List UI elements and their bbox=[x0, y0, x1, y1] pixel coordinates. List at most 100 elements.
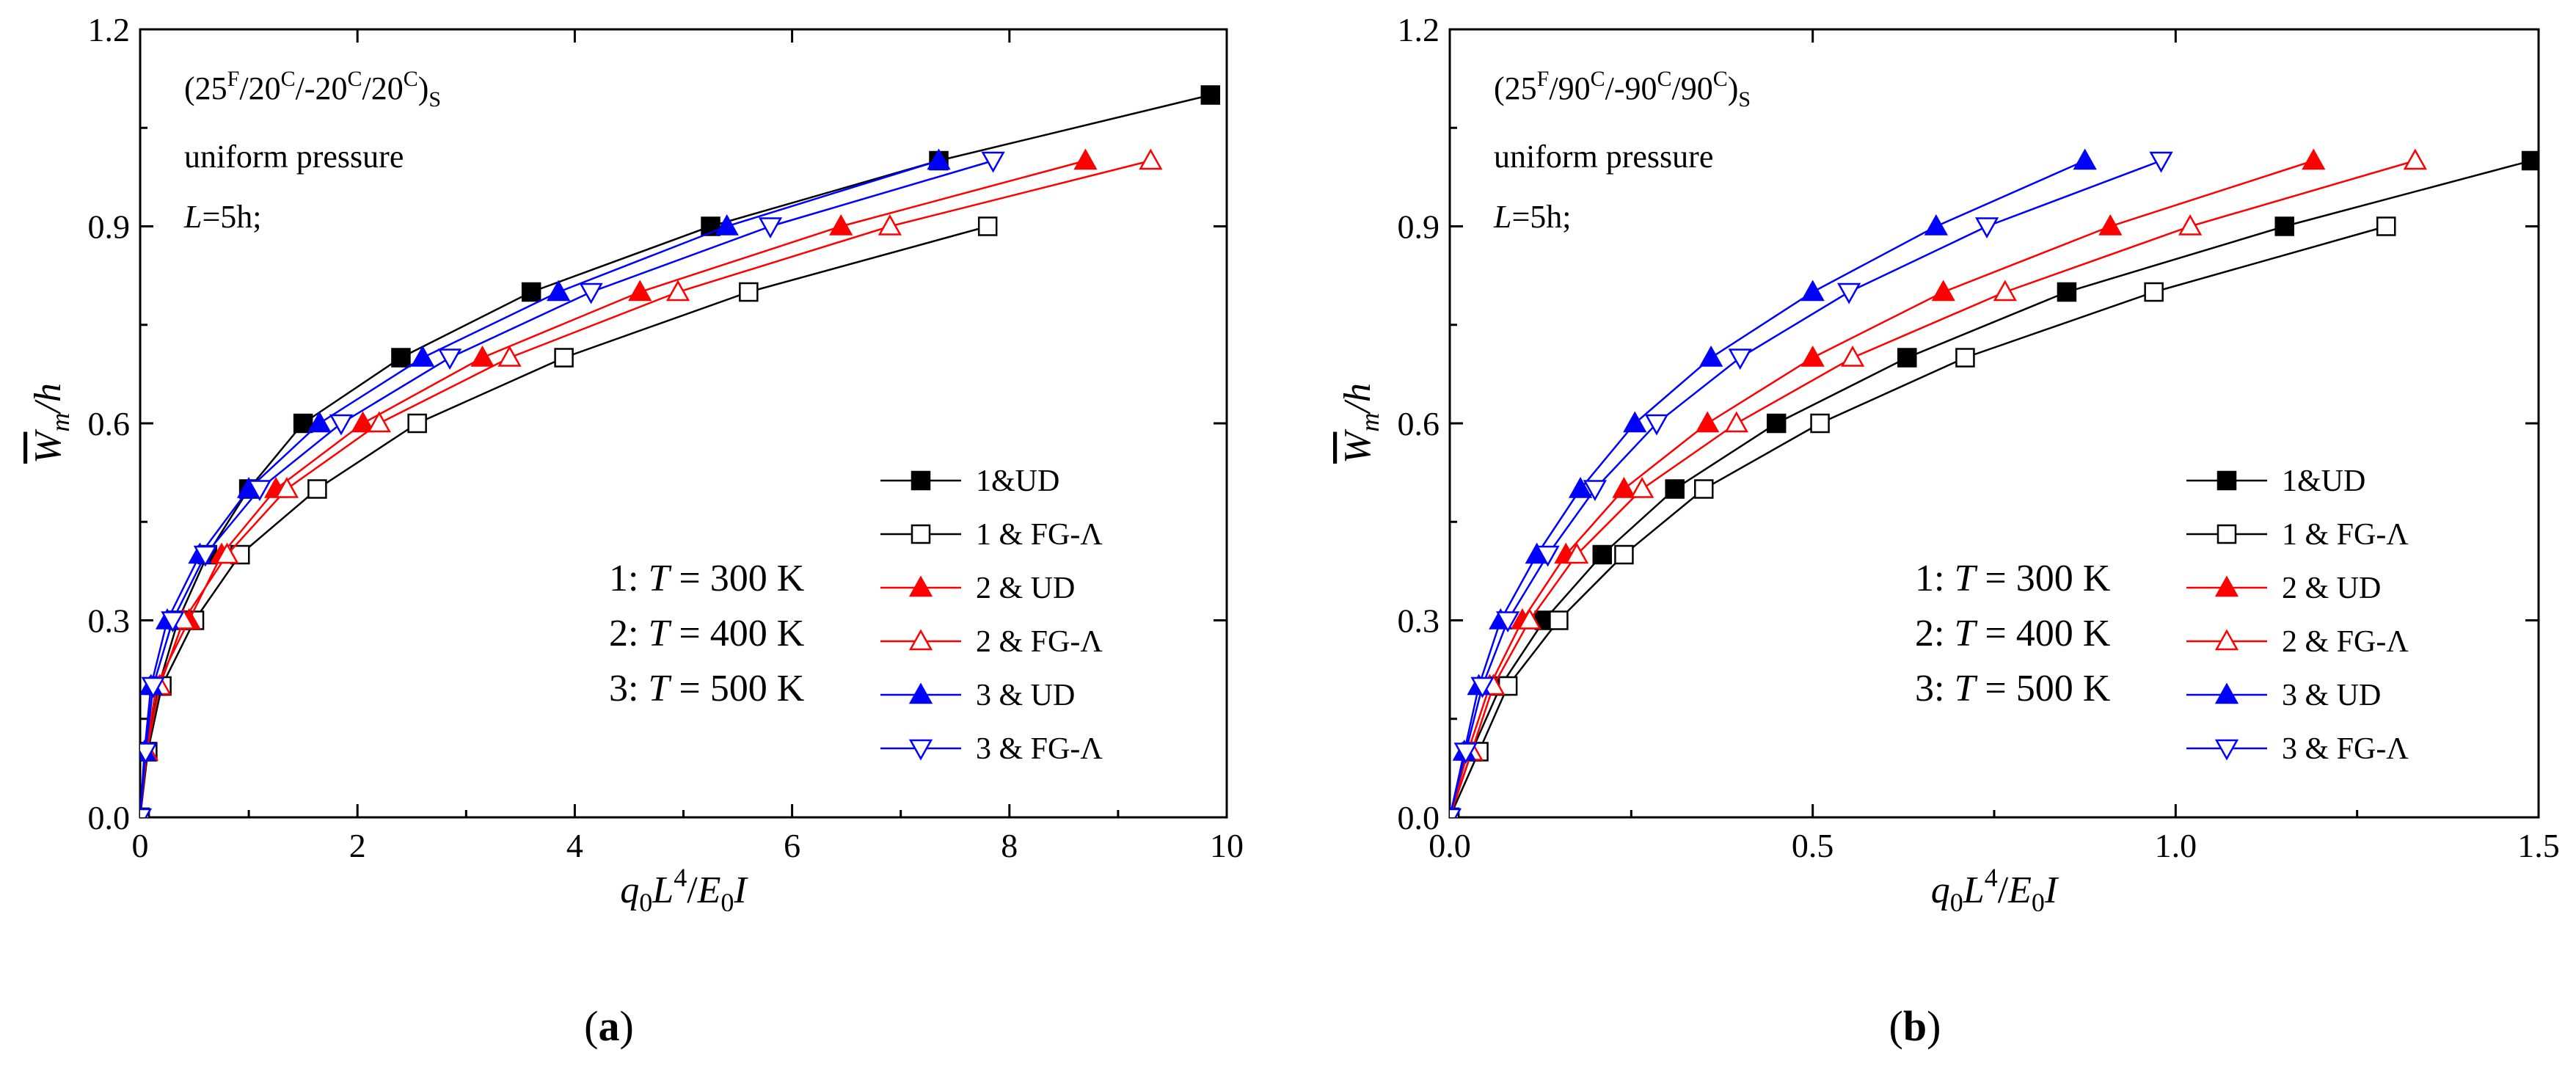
data-point bbox=[2521, 150, 2539, 171]
plot-area bbox=[140, 85, 1221, 817]
legend-label: 3 & FG-Λ bbox=[2282, 732, 2409, 766]
data-point bbox=[977, 216, 998, 236]
panel-label: (a) bbox=[584, 1002, 634, 1050]
data-point bbox=[1955, 348, 1975, 368]
data-point bbox=[1694, 479, 1714, 499]
legend-marker bbox=[2214, 739, 2239, 761]
data-point bbox=[547, 280, 571, 302]
x-tick-label: 0.5 bbox=[1792, 827, 1834, 864]
data-point bbox=[1565, 542, 1589, 564]
data-point bbox=[1766, 413, 1787, 434]
data-point bbox=[1696, 411, 1720, 433]
data-point bbox=[927, 148, 951, 170]
data-point bbox=[2149, 151, 2173, 173]
legend-label: 2 & FG-Λ bbox=[976, 625, 1103, 659]
data-point bbox=[1840, 345, 1865, 367]
series-line-1 bbox=[140, 225, 988, 817]
y-tick-label: 0.9 bbox=[1398, 208, 1440, 246]
x-tick-label: 1.5 bbox=[2517, 827, 2560, 864]
legend-label: 3 & UD bbox=[976, 679, 1075, 712]
data-point bbox=[2098, 214, 2123, 236]
load-label: uniform pressure bbox=[184, 139, 404, 175]
data-point bbox=[554, 348, 574, 368]
data-point bbox=[521, 282, 541, 302]
data-point bbox=[141, 676, 165, 698]
data-point bbox=[1453, 742, 1478, 765]
data-point bbox=[1496, 611, 1520, 633]
legend-marker bbox=[911, 470, 931, 491]
temperature-label: 1: T = 300 K bbox=[1915, 558, 2111, 599]
data-point bbox=[1536, 545, 1560, 567]
legend-marker bbox=[908, 575, 933, 597]
temperature-label: 2: T = 400 K bbox=[1915, 613, 2111, 654]
x-axis-title: q0L4/E0I bbox=[1931, 863, 2059, 917]
data-point bbox=[470, 345, 495, 367]
data-point bbox=[329, 414, 354, 436]
data-point bbox=[628, 280, 652, 302]
legend-marker bbox=[2214, 682, 2239, 704]
data-point bbox=[1924, 214, 1948, 236]
data-point bbox=[1139, 148, 1163, 170]
y-axis-title-text: Wm/h bbox=[27, 383, 75, 464]
data-point bbox=[1568, 476, 1593, 498]
data-point bbox=[367, 411, 391, 433]
x-tick-label: 2 bbox=[349, 827, 366, 864]
panel-label: (b) bbox=[1889, 1002, 1941, 1050]
data-point bbox=[1897, 348, 1917, 368]
data-point bbox=[1931, 280, 1955, 302]
data-point bbox=[1724, 411, 1748, 433]
data-point bbox=[739, 282, 759, 302]
x-tick-label: 8 bbox=[1001, 827, 1018, 864]
data-point bbox=[2403, 148, 2427, 170]
temperature-label: 1: T = 300 K bbox=[609, 558, 805, 599]
y-axis-title: Wm/h bbox=[27, 383, 75, 464]
legend-label: 1&UD bbox=[2282, 464, 2365, 498]
y-tick-label: 1.2 bbox=[88, 11, 131, 48]
plot-area bbox=[1450, 148, 2539, 817]
y-tick-label: 0.9 bbox=[88, 208, 131, 246]
legend-label: 1 & FG-Λ bbox=[976, 518, 1103, 552]
data-point bbox=[1073, 148, 1098, 170]
y-tick-label: 0.0 bbox=[88, 799, 131, 836]
series-line-0 bbox=[1450, 159, 2532, 817]
data-point bbox=[1810, 413, 1830, 434]
data-point bbox=[758, 217, 783, 239]
data-point bbox=[1517, 608, 1541, 630]
legend-label: 1 & FG-Λ bbox=[2282, 518, 2409, 552]
data-point bbox=[407, 413, 427, 434]
data-point bbox=[140, 808, 153, 817]
data-point bbox=[2057, 282, 2077, 302]
data-point bbox=[1837, 282, 1861, 304]
layup-label: (25F/20C/-20C/20C)S bbox=[184, 67, 441, 112]
data-point bbox=[497, 345, 522, 367]
x-tick-label: 6 bbox=[784, 827, 800, 864]
legend-marker bbox=[908, 739, 933, 761]
data-point bbox=[1993, 280, 2017, 302]
legend-marker bbox=[2216, 470, 2237, 491]
legend-marker bbox=[2214, 629, 2239, 651]
data-point bbox=[1614, 544, 1634, 565]
y-tick-label: 0.3 bbox=[1398, 602, 1440, 640]
data-point bbox=[2274, 216, 2294, 236]
data-point bbox=[1699, 345, 1723, 367]
x-tick-label: 0 bbox=[132, 827, 149, 864]
data-point bbox=[1644, 414, 1669, 436]
x-tick-label: 0.0 bbox=[1429, 827, 1471, 864]
data-point bbox=[1592, 544, 1613, 565]
x-tick-label: 10 bbox=[1210, 827, 1244, 864]
data-point bbox=[1623, 411, 1647, 433]
legend-marker bbox=[911, 524, 931, 544]
y-axis-title-text: Wm/h bbox=[1337, 383, 1384, 464]
legend: 1&UD 1 & FG-Λ 2 & UD 2 & FG-Λ 3 & UD 3 & FG-Λ bbox=[880, 464, 1103, 766]
data-point bbox=[161, 611, 185, 633]
data-point bbox=[437, 349, 462, 371]
legend: 1&UD 1 & FG-Λ 2 & UD 2 & FG-Λ 3 & UD 3 & FG-Λ bbox=[2186, 464, 2409, 766]
y-tick-label: 0.3 bbox=[88, 602, 131, 640]
legend-label: 3 & FG-Λ bbox=[976, 732, 1103, 766]
data-point bbox=[1470, 676, 1495, 698]
data-point bbox=[274, 476, 299, 498]
temperature-label: 3: T = 500 K bbox=[609, 668, 805, 709]
legend-label: 2 & FG-Λ bbox=[2282, 625, 2409, 659]
data-point bbox=[1630, 476, 1654, 498]
